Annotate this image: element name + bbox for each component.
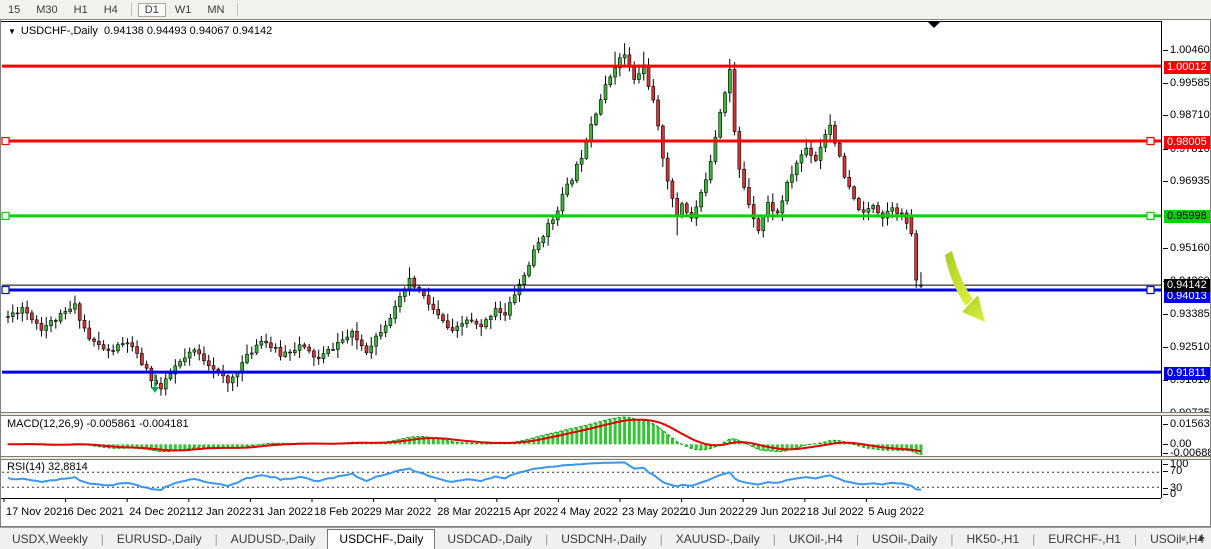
- line-handle: [1, 285, 10, 295]
- chart-title: ▼ USDCHF-,Daily 0.94138 0.94493 0.94067 0…: [8, 25, 272, 37]
- tab-separator: |: [659, 532, 663, 546]
- level-price-label: 1.00012: [1164, 60, 1211, 74]
- date-label: 31 Jan 2022: [252, 506, 313, 518]
- chart-tab-eurusd-daily[interactable]: EURUSD-,Daily: [116, 532, 202, 546]
- chart-window[interactable]: ▼ USDCHF-,Daily 0.94138 0.94493 0.94067 0…: [0, 19, 1211, 527]
- date-label: 15 Apr 2022: [498, 506, 559, 518]
- date-label: 29 Jun 2022: [745, 506, 806, 518]
- chart-tab-ukoil-h4[interactable]: UKOil-,H4: [788, 532, 843, 546]
- chart-tab-bar: USDX,Weekly | EURUSD-,Daily | AUDUSD-,Daily U…: [0, 527, 1211, 549]
- line-handle: [1, 211, 10, 221]
- timeframe-button-H4[interactable]: H4: [103, 3, 118, 16]
- macd-scale-label: -0.0068841: [1163, 447, 1211, 460]
- level-price-label: 0.94013: [1164, 289, 1211, 303]
- timeframe-button-M30[interactable]: M30: [36, 3, 58, 16]
- price-tick-label: 0.93385: [1163, 308, 1210, 321]
- timeframe-button-15[interactable]: 15: [8, 3, 21, 16]
- timeframe-toolbar: 15 M30 H1 H4 D1 W1 MN: [0, 0, 1211, 20]
- rsi-scale-label: 70: [1163, 465, 1182, 478]
- chart-tab-xauusd-daily[interactable]: XAUUSD-,Daily: [675, 532, 760, 546]
- line-handle: [1146, 136, 1155, 146]
- level-price-label: 0.95998: [1164, 210, 1211, 224]
- toolbar-separator: [237, 3, 239, 16]
- chart-tab-eurchf-h1[interactable]: EURCHF-,H1: [1048, 532, 1121, 546]
- date-axis[interactable]: 17 Nov 2021 6 Dec 2021 24 Dec 2021 12 Jan 2…: [1, 499, 1161, 524]
- level-price-label: 0.91811: [1164, 366, 1211, 380]
- horizontal-level-lines[interactable]: [1, 64, 1161, 374]
- date-label: 18 Jul 2022: [806, 506, 864, 518]
- tab-separator: |: [1133, 532, 1138, 546]
- rsi-scale-label: 100: [1163, 458, 1188, 471]
- date-label: 5 Aug 2022: [868, 506, 925, 518]
- big-down-arrow-annotation[interactable]: [945, 251, 985, 322]
- timeframe-button-D1[interactable]: D1: [137, 2, 166, 17]
- line-handle: [1146, 285, 1155, 295]
- date-label: 24 Dec 2021: [129, 506, 192, 518]
- rsi-scale-label: 0: [1163, 488, 1176, 501]
- chart-tab-usdcnh-daily[interactable]: USDCNH-,Daily: [561, 532, 647, 546]
- candles-layer: [6, 43, 923, 396]
- chart-tab-usoil-h4[interactable]: USOil-,H4: [1150, 532, 1205, 546]
- chart-tab-usdcad-daily[interactable]: USDCAD-,Daily: [447, 532, 533, 546]
- chart-tab-usoil-daily[interactable]: USOil-,Daily: [871, 532, 938, 546]
- chart-tab-audusd-daily[interactable]: AUDUSD-,Daily: [230, 532, 316, 546]
- price-tick-label: 0.92510: [1163, 341, 1210, 354]
- chart-tab-usdchf-daily[interactable]: USDCHF-,Daily: [327, 528, 436, 549]
- tab-separator: |: [100, 532, 104, 546]
- timeframe-button-H1[interactable]: H1: [73, 3, 88, 16]
- timeframe-button-W1[interactable]: W1: [174, 3, 192, 16]
- tab-separator: |: [855, 532, 859, 546]
- rsi-layer: [2, 461, 1160, 492]
- chart-tab-usdx-weekly[interactable]: USDX,Weekly: [12, 532, 88, 546]
- macd-layer: [6, 416, 923, 456]
- tab-separator: |: [772, 532, 776, 546]
- price-axis[interactable]: 1.00460 0.99585 0.98710 0.97810 0.96935 0.951…: [1163, 20, 1211, 524]
- tab-scroll-left-icon[interactable]: ◂: [1179, 532, 1186, 544]
- date-label: 9 Mar 2022: [375, 506, 432, 518]
- date-label: 28 Mar 2022: [437, 506, 499, 518]
- chart-dropdown-icon[interactable]: ▼: [8, 27, 16, 36]
- level-price-label: 0.98005: [1164, 135, 1211, 149]
- chart-canvas[interactable]: [0, 19, 1211, 527]
- date-label: 18 Feb 2022: [314, 506, 376, 518]
- chart-tab-hk50-h1[interactable]: HK50-,H1: [966, 532, 1020, 546]
- toolbar-separator: [130, 3, 132, 16]
- tab-scroll-buttons: ◂ ▸: [1180, 531, 1205, 544]
- date-label: 10 Jun 2022: [683, 506, 745, 518]
- macd-indicator-label: MACD(12,26,9) -0.005861 -0.004181: [7, 418, 189, 430]
- date-label: 4 May 2022: [560, 506, 618, 518]
- date-label: 23 May 2022: [622, 506, 686, 518]
- date-label: 17 Nov 2021: [6, 506, 69, 518]
- tab-separator: |: [1032, 532, 1036, 546]
- chart-ohlc-values: 0.94138 0.94493 0.94067 0.94142: [104, 25, 273, 37]
- line-handle: [1, 136, 10, 146]
- rsi-scale-label: 30: [1163, 482, 1182, 495]
- chart-shift-marker: [928, 22, 940, 28]
- price-tick-label: 0.98710: [1163, 109, 1210, 122]
- tab-separator: |: [950, 532, 954, 546]
- timeframe-button-MN[interactable]: MN: [207, 3, 225, 16]
- line-handle: [1146, 211, 1155, 221]
- tab-scroll-right-icon[interactable]: ▸: [1199, 532, 1205, 544]
- macd-scale-label: 0.00: [1163, 438, 1191, 451]
- tab-separator: |: [214, 532, 218, 546]
- rsi-indicator-label: RSI(14) 32,8814: [7, 461, 88, 473]
- price-tick-label: 0.95160: [1163, 242, 1210, 255]
- price-tick-label: 1.00460: [1163, 44, 1210, 57]
- current-price-label: 0.94142: [1164, 278, 1211, 292]
- macd-scale-label: 0.015636: [1163, 418, 1211, 431]
- price-tick-label: 0.99585: [1163, 77, 1210, 90]
- date-label: 12 Jan 2022: [190, 506, 252, 518]
- small-down-arrow-annotation[interactable]: [151, 374, 159, 393]
- tab-separator: |: [545, 532, 549, 546]
- chart-symbol-label: USDCHF-,Daily: [20, 25, 98, 37]
- date-label: 6 Dec 2021: [67, 506, 124, 518]
- price-tick-label: 0.96935: [1163, 175, 1210, 188]
- annotations-layer[interactable]: [151, 251, 985, 393]
